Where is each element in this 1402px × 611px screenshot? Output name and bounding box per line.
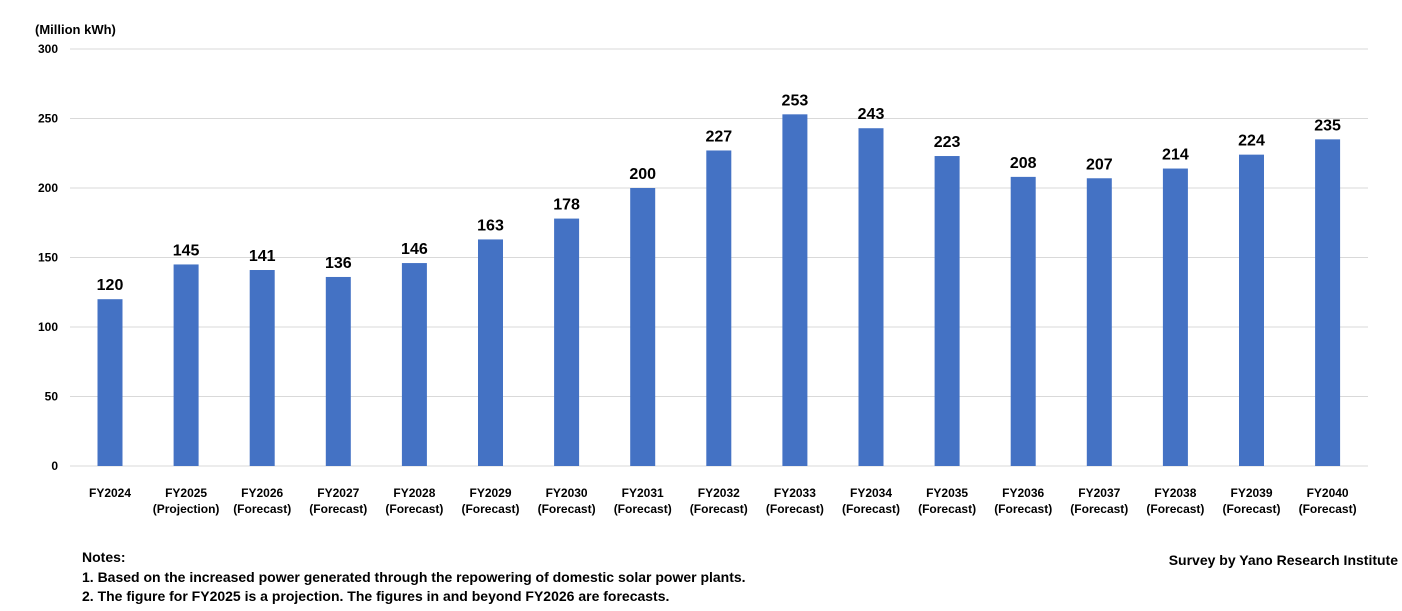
- x-tick-label: FY2031: [622, 486, 664, 500]
- x-tick-label: FY2038: [1154, 486, 1196, 500]
- x-tick-label: (Forecast): [1146, 502, 1204, 516]
- note-line-1: 1. Based on the increased power generate…: [82, 568, 746, 585]
- notes: Notes: 1. Based on the increased power g…: [82, 548, 746, 607]
- bar: [249, 270, 275, 466]
- bar: [706, 150, 732, 466]
- x-axis-labels: FY2024 FY2025 (Projection) FY2026 (Forecast)…: [89, 486, 1357, 516]
- data-labels: 120 145 141 136 146 163 178 200 227 253 243 223 208 2…: [97, 92, 1341, 294]
- data-label: 227: [705, 128, 732, 145]
- x-tick-label: FY2026: [241, 486, 283, 500]
- data-label: 146: [401, 241, 428, 258]
- x-tick-label: (Forecast): [309, 502, 367, 516]
- x-tick-label: FY2036: [1002, 486, 1044, 500]
- notes-heading: Notes:: [82, 549, 126, 565]
- x-tick-label: FY2037: [1078, 486, 1120, 500]
- data-label: 224: [1238, 133, 1265, 150]
- bar: [1239, 154, 1264, 466]
- note-line-2: 2. The figure for FY2025 is a projection…: [82, 588, 670, 604]
- x-tick-label: FY2024: [89, 486, 131, 500]
- x-tick-label: (Forecast): [1222, 502, 1280, 516]
- x-tick-label: (Forecast): [690, 502, 748, 516]
- data-label: 136: [325, 255, 352, 272]
- data-label: 207: [1086, 156, 1113, 173]
- data-label: 208: [1010, 155, 1037, 172]
- bar: [782, 114, 808, 466]
- x-tick-label: (Projection): [153, 502, 220, 516]
- data-label: 163: [477, 217, 504, 234]
- bar: [554, 218, 580, 466]
- source-credit: Survey by Yano Research Institute: [1168, 552, 1398, 568]
- bar: [858, 128, 884, 467]
- data-label: 145: [173, 242, 200, 259]
- y-tick-label: 300: [38, 42, 58, 56]
- bar: [401, 263, 427, 466]
- bar: [325, 276, 351, 466]
- data-label: 243: [858, 106, 885, 123]
- data-label: 223: [934, 134, 961, 151]
- y-tick-label: 100: [38, 320, 58, 334]
- data-label: 120: [97, 277, 124, 294]
- y-axis-unit-label: (Million kWh): [35, 22, 116, 37]
- x-tick-label: FY2027: [317, 486, 359, 500]
- x-tick-label: (Forecast): [766, 502, 824, 516]
- x-tick-label: FY2033: [774, 486, 816, 500]
- x-tick-label: FY2030: [546, 486, 588, 500]
- x-tick-label: FY2032: [698, 486, 740, 500]
- data-label: 214: [1162, 147, 1189, 164]
- x-tick-label: (Forecast): [385, 502, 443, 516]
- y-tick-label: 0: [51, 459, 58, 473]
- x-tick-label: FY2025: [165, 486, 207, 500]
- data-label: 178: [553, 197, 580, 214]
- x-tick-label: (Forecast): [842, 502, 900, 516]
- x-tick-label: (Forecast): [233, 502, 291, 516]
- x-tick-label: (Forecast): [538, 502, 596, 516]
- bar: [1010, 176, 1036, 466]
- x-tick-label: (Forecast): [1299, 502, 1357, 516]
- y-tick-label: 200: [38, 181, 58, 195]
- x-tick-label: FY2034: [850, 486, 892, 500]
- bar: [934, 156, 960, 466]
- y-tick-label: 250: [38, 112, 58, 126]
- data-label: 141: [249, 248, 276, 265]
- bar: [173, 264, 199, 466]
- data-label: 253: [782, 92, 809, 109]
- y-tick-label: 50: [45, 390, 59, 404]
- data-label: 235: [1314, 117, 1341, 134]
- x-tick-label: FY2040: [1307, 486, 1349, 500]
- bars: [97, 114, 1341, 467]
- bar: [1315, 139, 1341, 466]
- x-tick-label: FY2028: [393, 486, 435, 500]
- bar: [478, 239, 503, 466]
- x-tick-label: (Forecast): [461, 502, 519, 516]
- x-tick-label: (Forecast): [1070, 502, 1128, 516]
- x-tick-label: (Forecast): [614, 502, 672, 516]
- data-label: 200: [629, 166, 656, 183]
- x-tick-label: (Forecast): [918, 502, 976, 516]
- x-tick-label: FY2029: [469, 486, 511, 500]
- y-tick-label: 150: [38, 251, 58, 265]
- bar: [630, 188, 656, 466]
- bar: [1162, 168, 1188, 467]
- y-axis-ticks: 0 50 100 150 200 250 300: [38, 42, 58, 473]
- bar: [1086, 178, 1112, 466]
- x-tick-label: (Forecast): [994, 502, 1052, 516]
- x-tick-label: FY2039: [1230, 486, 1272, 500]
- bar: [97, 299, 123, 466]
- x-tick-label: FY2035: [926, 486, 968, 500]
